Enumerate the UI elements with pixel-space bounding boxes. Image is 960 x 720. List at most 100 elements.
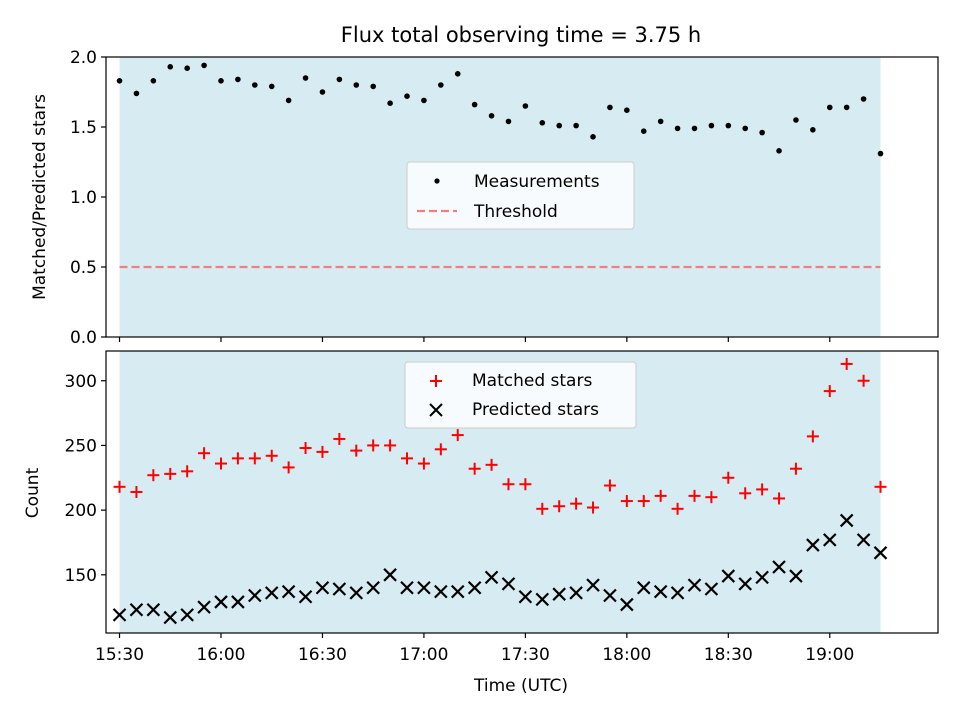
matched-stars-point xyxy=(857,374,870,387)
count-y-tick-label: 300 xyxy=(65,372,97,392)
measurement-point xyxy=(235,76,241,83)
time-x-tick-label: 18:00 xyxy=(602,645,651,665)
matched-stars-point xyxy=(164,467,177,480)
ratio-y-tick-label: 0.0 xyxy=(70,328,97,348)
predicted-stars-point xyxy=(856,533,871,547)
matched-stars-point xyxy=(705,491,718,504)
matched-stars-point xyxy=(603,479,616,492)
predicted-stars-point xyxy=(484,570,499,585)
predicted-stars-point xyxy=(586,578,600,592)
matched-stars-point xyxy=(806,430,819,443)
time-x-tick-label: 16:30 xyxy=(298,645,347,665)
matched-stars-point xyxy=(637,495,650,508)
ratio-y-tick-label: 1.5 xyxy=(70,118,97,138)
ratio-x-ticks xyxy=(118,337,831,342)
predicted-stars-point xyxy=(298,590,313,604)
predicted-stars-point xyxy=(450,584,465,599)
measurement-point xyxy=(674,125,681,132)
matched-stars-point xyxy=(688,489,701,502)
ratio-y-tick-label: 1.0 xyxy=(70,188,97,208)
measurement-point xyxy=(404,93,410,99)
measurement-point xyxy=(708,122,715,129)
count-legend-box xyxy=(404,361,637,429)
matched-stars-point xyxy=(113,480,126,493)
predicted-stars-point xyxy=(112,608,127,622)
predicted-stars-point xyxy=(772,560,786,574)
matched-stars-point xyxy=(214,457,227,470)
predicted-stars-legend-marker xyxy=(429,403,443,417)
measurement-point xyxy=(607,104,613,111)
matched-stars-point xyxy=(130,486,143,498)
measurement-point xyxy=(725,122,732,129)
matched-stars-point xyxy=(874,480,887,493)
measurements-legend-marker xyxy=(434,178,440,184)
predicted-stars-point xyxy=(721,569,736,583)
ratio-panel: 0.00.51.01.52.0 Matched/Predicted stars … xyxy=(30,48,939,348)
matched-stars-point xyxy=(773,492,786,505)
matched-stars-point xyxy=(434,443,447,456)
measurement-point xyxy=(454,71,461,77)
time-x-tick-label: 17:00 xyxy=(399,645,448,665)
predicted-stars-point xyxy=(434,584,448,599)
predicted-stars-point xyxy=(620,597,634,612)
matched-stars-point xyxy=(248,452,261,465)
count-panel-frame xyxy=(105,350,939,634)
matched-stars-point xyxy=(265,449,278,462)
ratio-legend-box xyxy=(406,161,635,230)
measurement-point xyxy=(421,97,427,104)
matched-stars-point xyxy=(147,469,160,482)
measurement-point xyxy=(268,83,275,90)
predicted-stars-point xyxy=(163,610,178,625)
matched-stars-point xyxy=(739,487,752,500)
matched-stars-point xyxy=(722,471,735,484)
measurement-point xyxy=(150,78,157,84)
matched-stars-point xyxy=(502,478,515,491)
measurement-point xyxy=(640,128,647,134)
predicted-stars-point xyxy=(264,586,279,600)
measurement-point xyxy=(573,122,579,129)
measurement-point xyxy=(522,103,529,109)
predicted-stars-point xyxy=(603,588,617,603)
predicted-stars-point xyxy=(789,569,803,583)
time-x-tick-label: 17:30 xyxy=(501,645,550,665)
predicted-stars-point xyxy=(704,582,719,596)
measurement-point xyxy=(691,125,698,132)
matched-stars-point xyxy=(536,502,549,515)
measurement-point xyxy=(184,65,190,71)
predicted-stars-point xyxy=(552,587,566,601)
predicted-stars-point xyxy=(636,580,651,595)
matched-stars-point xyxy=(587,501,600,514)
measurement-point xyxy=(742,125,749,132)
matched-stars-point xyxy=(468,462,481,475)
predicted-stars-point xyxy=(281,584,296,599)
measurement-point xyxy=(252,82,258,88)
predicted-stars-point xyxy=(197,600,211,614)
measurement-point xyxy=(201,62,207,69)
matched-stars-point xyxy=(789,462,802,475)
predicted-stars-point xyxy=(180,608,194,622)
predicted-stars-point xyxy=(146,602,161,617)
threshold-legend-label: Threshold xyxy=(473,202,558,222)
chart-title: Flux total observing time = 3.75 h xyxy=(341,23,701,47)
ratio-y-ticks: 0.0 0.5 1.0 1.5 2.0 xyxy=(70,48,106,348)
measurement-point xyxy=(488,113,495,119)
predicted-stars-point xyxy=(231,595,245,609)
matched-stars-point xyxy=(671,502,684,515)
matched-stars-point xyxy=(485,458,498,471)
matched-stars-point xyxy=(367,439,380,452)
predicted-stars-point xyxy=(518,590,533,604)
ratio-y-tick-label: 0.5 xyxy=(70,258,97,278)
measurement-point xyxy=(133,90,140,97)
predicted-stars-point xyxy=(417,580,431,595)
measurement-point xyxy=(302,75,309,81)
matched-stars-point xyxy=(316,445,329,458)
measurement-point xyxy=(556,122,563,129)
predicted-stars-point xyxy=(653,584,668,599)
matched-stars-point xyxy=(350,444,363,457)
measurement-point xyxy=(826,104,833,111)
predicted-stars-point xyxy=(248,588,262,603)
predicted-stars-point xyxy=(738,577,752,591)
matched-stars-point xyxy=(840,357,853,370)
matched-stars-point xyxy=(299,442,312,455)
